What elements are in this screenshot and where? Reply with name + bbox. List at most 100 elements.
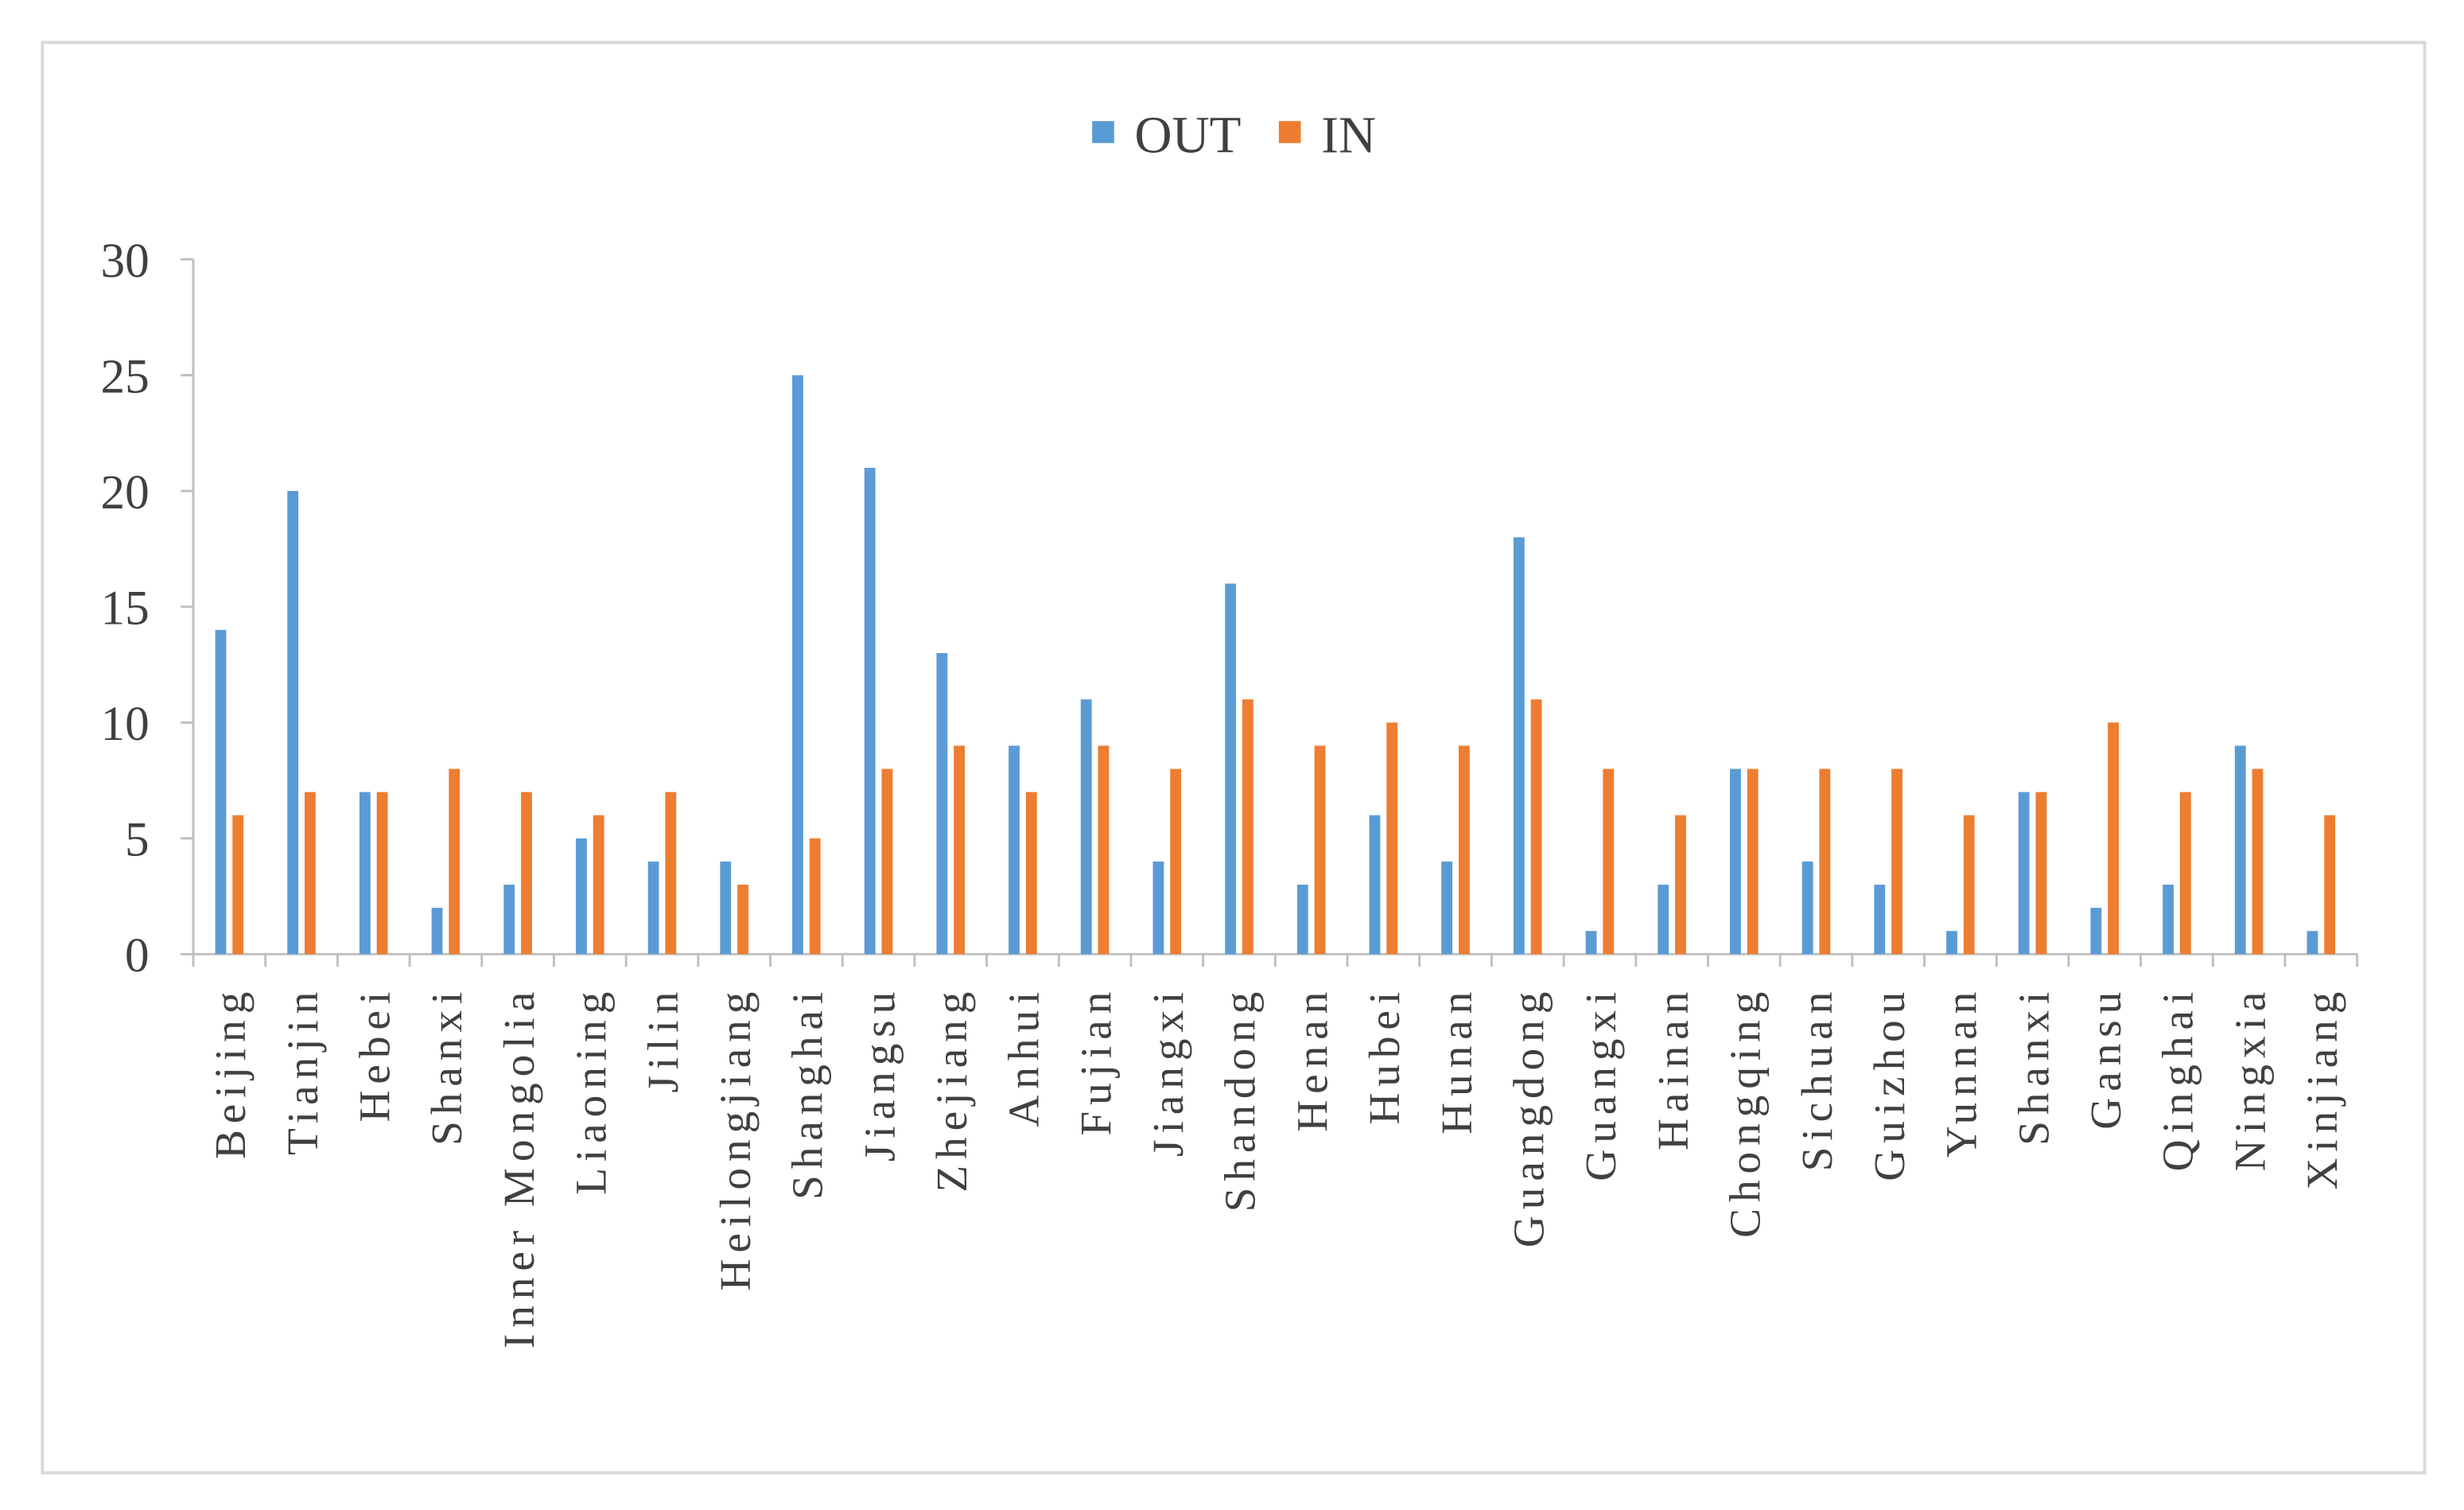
bar (1441, 861, 1453, 955)
x-tick-label: Shanxi (2009, 986, 2058, 1146)
bar (2234, 745, 2246, 955)
bar (1314, 745, 1326, 955)
bar (1369, 815, 1381, 955)
bar (809, 838, 821, 955)
x-tick-label: Hainan (1649, 986, 1697, 1150)
bar (1874, 885, 1886, 955)
x-tick-label: Shanghai (783, 986, 832, 1200)
bar (1225, 583, 1237, 955)
bar (1658, 885, 1669, 955)
x-tick-label: Yunnan (1937, 986, 1986, 1158)
bar (647, 861, 659, 955)
bar (215, 629, 227, 955)
y-tick-label: 10 (100, 697, 149, 751)
bar (2108, 722, 2120, 955)
bar (1801, 861, 1813, 955)
x-tick-label: Hunan (1432, 986, 1481, 1134)
legend-label: OUT (1135, 107, 1242, 165)
x-tick-label: Shanxi (422, 986, 471, 1146)
bar (954, 745, 966, 955)
x-tick-label: Sichuan (1793, 986, 1841, 1172)
bar (1386, 722, 1398, 955)
y-tick-label: 15 (100, 581, 149, 635)
x-tick-label: Guizhou (1865, 986, 1914, 1181)
bar (2324, 815, 2336, 955)
bar (449, 769, 461, 955)
x-tick-label: Heilongjiang (711, 986, 760, 1291)
bar (232, 815, 244, 955)
x-tick-label: Hubei (1360, 986, 1409, 1125)
x-tick-label: Shandong (1216, 986, 1265, 1212)
x-tick-label: Guangdong (1504, 986, 1553, 1247)
x-tick-label: Beijing (206, 986, 255, 1159)
bar (1730, 769, 1741, 955)
bar (1585, 931, 1597, 955)
x-tick-label: Gansu (2081, 986, 2130, 1130)
bar (2018, 792, 2030, 955)
bar (1170, 769, 1182, 955)
x-tick-label: Anhui (1000, 986, 1048, 1127)
bar (1296, 885, 1308, 955)
x-tick-label: Inner Mongolia (495, 986, 543, 1348)
bar (2090, 908, 2102, 955)
bar (1009, 745, 1020, 955)
bar (665, 792, 677, 955)
bar (593, 815, 604, 955)
bar (1513, 537, 1525, 955)
bar (720, 861, 732, 955)
bar (1603, 769, 1615, 955)
legend-swatch (1092, 121, 1114, 143)
x-tick-label: Guangxi (1576, 986, 1625, 1181)
bar (1242, 699, 1253, 955)
bar (1891, 769, 1902, 955)
bar (2307, 931, 2318, 955)
bar (1098, 745, 1110, 955)
legend-swatch (1278, 121, 1301, 143)
x-tick-label: Jiangsu (855, 986, 904, 1162)
bar (287, 491, 299, 955)
bar (1963, 815, 1975, 955)
bar (1675, 815, 1686, 955)
bar (431, 908, 443, 955)
bar (1152, 861, 1164, 955)
bar (576, 838, 587, 955)
x-tick-label: Jiangxi (1144, 986, 1192, 1157)
y-tick-label: 25 (100, 349, 149, 403)
bar (1530, 699, 1542, 955)
bar (1946, 931, 1957, 955)
bar (737, 885, 748, 955)
x-tick-label: Fujian (1071, 986, 1120, 1136)
x-tick-label: Xinjiang (2298, 986, 2346, 1190)
x-tick-label: Qinghai (2154, 986, 2202, 1172)
x-tick-label: Jilin (639, 986, 687, 1093)
bar (1819, 769, 1831, 955)
y-tick-label: 20 (100, 465, 149, 520)
x-tick-label: Hebei (350, 986, 398, 1123)
legend-label: IN (1321, 107, 1376, 165)
bar (1025, 792, 1037, 955)
y-tick-label: 5 (125, 813, 150, 867)
bar (936, 652, 948, 955)
x-tick-label: Chongqing (1721, 986, 1770, 1238)
bar (359, 792, 371, 955)
bar (2252, 769, 2264, 955)
bar (2035, 792, 2047, 955)
bar (881, 769, 893, 955)
bar (305, 792, 316, 955)
bar (864, 468, 876, 955)
bar (503, 885, 515, 955)
bar (2179, 792, 2191, 955)
bar (792, 375, 803, 955)
x-tick-label: Liaoning (567, 986, 616, 1195)
y-tick-label: 30 (100, 234, 149, 288)
bar (2163, 885, 2174, 955)
bar (1747, 769, 1759, 955)
x-tick-label: Henan (1288, 986, 1336, 1132)
x-tick-label: Ningxia (2225, 986, 2274, 1172)
bar (1459, 745, 1470, 955)
bar (521, 792, 532, 955)
x-tick-label: Zhejiang (927, 986, 976, 1193)
bar (1080, 699, 1092, 955)
bar (376, 792, 388, 955)
